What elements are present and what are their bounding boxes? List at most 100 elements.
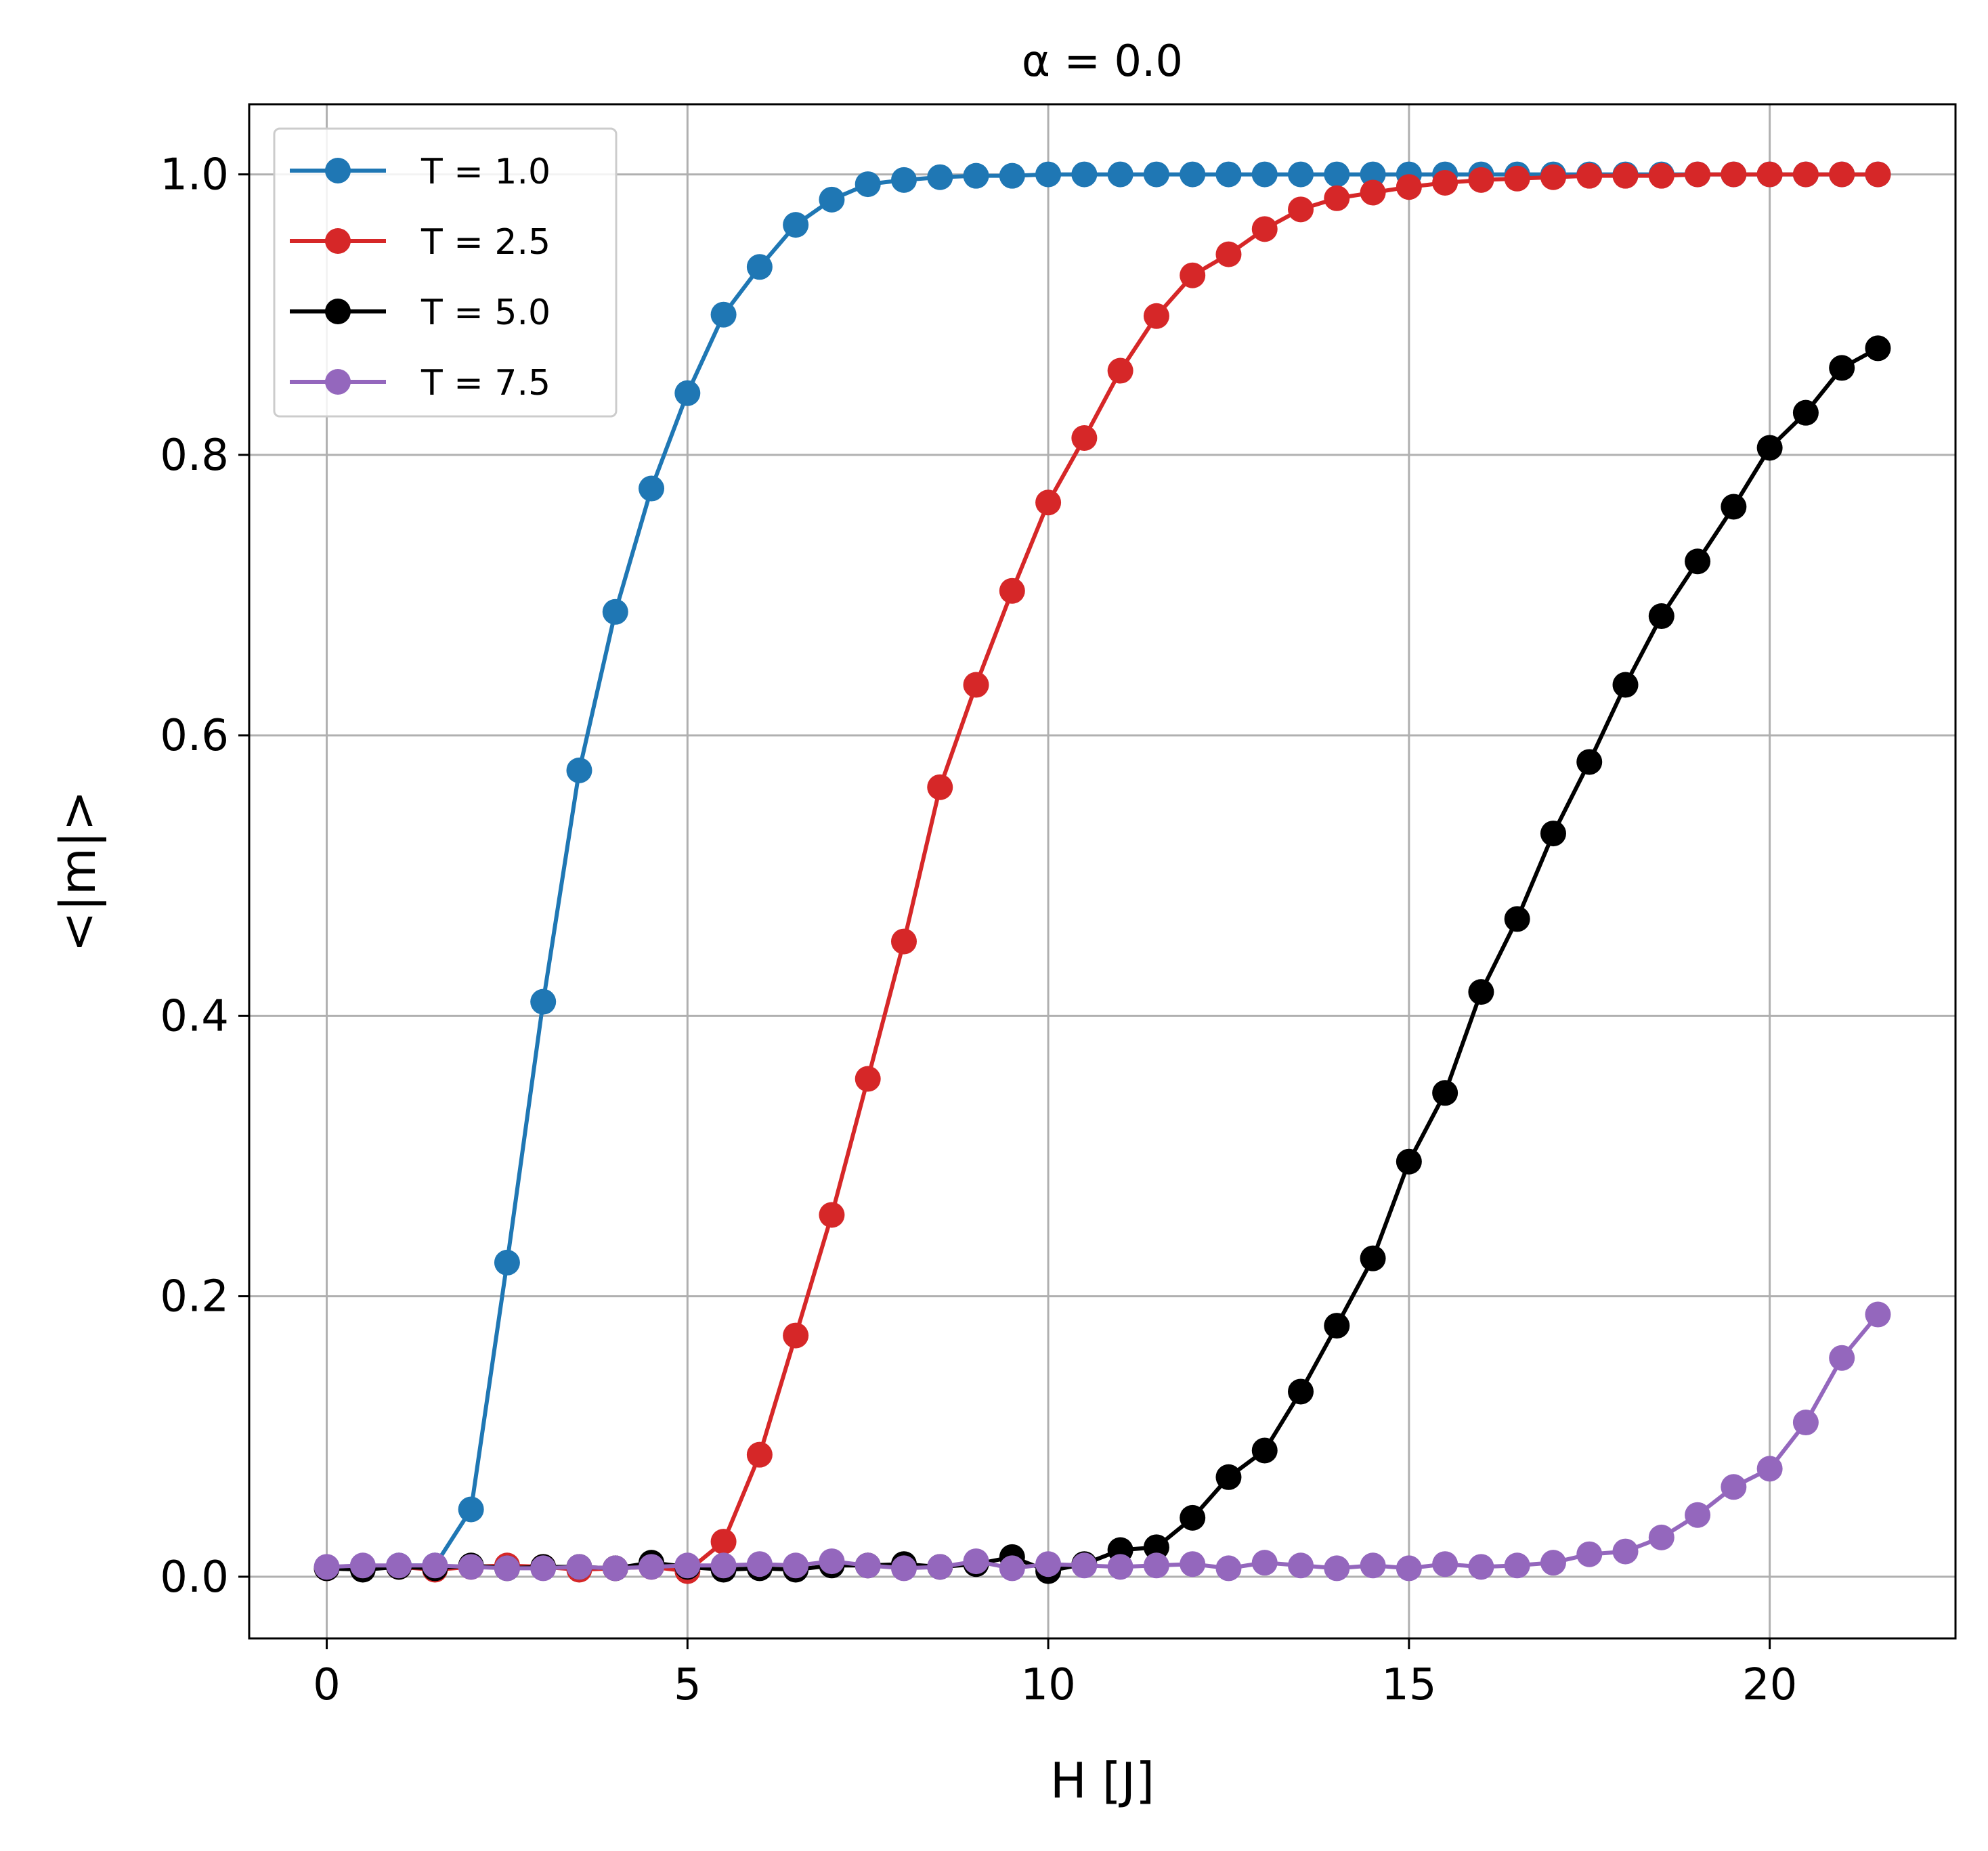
data-point xyxy=(746,1441,773,1468)
data-point xyxy=(1432,1080,1458,1106)
data-point xyxy=(1576,749,1603,775)
data-point xyxy=(855,1552,881,1579)
x-tick-label: 15 xyxy=(1381,1660,1436,1710)
data-point xyxy=(1180,161,1206,188)
data-point xyxy=(1468,979,1494,1005)
data-point xyxy=(1792,161,1819,188)
data-point xyxy=(1324,185,1350,211)
y-tick-label: 0.0 xyxy=(160,1552,229,1603)
data-point xyxy=(1504,906,1530,932)
legend-marker xyxy=(325,158,351,183)
data-point xyxy=(494,1555,520,1582)
data-point xyxy=(1071,424,1098,451)
data-point xyxy=(890,1555,917,1582)
data-point xyxy=(1035,1551,1062,1577)
data-point xyxy=(1756,161,1783,188)
data-point xyxy=(639,1554,665,1580)
data-point xyxy=(1468,167,1494,193)
data-point xyxy=(1829,161,1855,188)
data-point xyxy=(1360,179,1386,206)
data-point xyxy=(1107,161,1133,188)
data-point xyxy=(855,171,881,198)
data-point xyxy=(1180,1551,1206,1577)
data-point xyxy=(855,1066,881,1092)
data-point xyxy=(1865,1301,1891,1328)
data-point xyxy=(314,1554,340,1580)
data-point xyxy=(1576,1541,1603,1567)
data-point xyxy=(783,1322,809,1349)
data-point xyxy=(710,301,737,328)
legend-marker xyxy=(325,369,351,395)
data-point xyxy=(1396,1555,1422,1582)
x-tick-label: 0 xyxy=(313,1660,341,1710)
data-point xyxy=(710,1552,737,1579)
legend-label: T = 1.0 xyxy=(420,152,550,192)
legend-label: T = 2.5 xyxy=(420,222,550,263)
x-tick-label: 20 xyxy=(1742,1660,1797,1710)
x-axis-label: H [J] xyxy=(1050,1752,1154,1809)
data-point xyxy=(1107,1554,1133,1580)
data-point xyxy=(1396,174,1422,200)
legend-marker xyxy=(325,299,351,324)
data-point xyxy=(602,598,628,625)
data-point xyxy=(1829,355,1855,381)
data-point xyxy=(1251,161,1278,188)
data-point xyxy=(783,212,809,238)
data-point xyxy=(710,1529,737,1555)
y-tick-label: 0.2 xyxy=(160,1272,229,1322)
legend-item: T = 5.0 xyxy=(290,292,550,333)
data-point xyxy=(530,988,557,1015)
data-point xyxy=(1504,165,1530,192)
data-point xyxy=(1396,1148,1422,1175)
data-point xyxy=(1215,241,1242,267)
data-point xyxy=(1288,1552,1314,1579)
data-point xyxy=(1251,216,1278,242)
data-point xyxy=(1360,1245,1386,1271)
data-point xyxy=(422,1552,448,1579)
data-point xyxy=(1324,1555,1350,1582)
data-point xyxy=(1143,303,1169,329)
legend-item: T = 2.5 xyxy=(290,222,550,263)
data-point xyxy=(1792,399,1819,426)
data-point xyxy=(1288,196,1314,223)
data-point xyxy=(746,254,773,280)
data-point xyxy=(746,1551,773,1577)
data-point xyxy=(927,1554,953,1580)
data-point xyxy=(1432,169,1458,196)
data-point xyxy=(639,475,665,502)
data-point xyxy=(1540,164,1566,190)
data-point xyxy=(494,1249,520,1276)
legend-box xyxy=(273,127,618,418)
data-point xyxy=(999,578,1025,604)
data-point xyxy=(1324,1313,1350,1339)
data-point xyxy=(1685,161,1711,188)
data-point xyxy=(1721,1474,1747,1500)
data-point xyxy=(819,186,845,213)
data-point xyxy=(890,928,917,955)
series-3 xyxy=(314,1301,1891,1582)
plot-frame xyxy=(248,103,1957,1640)
data-point xyxy=(458,1554,484,1580)
legend-marker xyxy=(325,228,351,254)
data-point xyxy=(458,1496,484,1523)
data-point xyxy=(1215,1555,1242,1582)
data-point xyxy=(1829,1345,1855,1371)
data-point xyxy=(1685,1502,1711,1528)
data-point xyxy=(963,162,989,189)
data-point xyxy=(819,1548,845,1575)
data-point xyxy=(1324,161,1350,188)
data-point xyxy=(1035,489,1062,516)
legend-label: T = 5.0 xyxy=(420,292,550,333)
data-point xyxy=(1215,161,1242,188)
x-tick-label: 10 xyxy=(1020,1660,1075,1710)
data-point xyxy=(386,1552,412,1579)
legend-item: T = 1.0 xyxy=(290,152,550,192)
data-point xyxy=(1251,1550,1278,1576)
data-point xyxy=(1360,161,1386,188)
data-point xyxy=(1035,161,1062,188)
data-point xyxy=(1504,1552,1530,1579)
data-point xyxy=(1107,357,1133,384)
data-point xyxy=(1612,162,1639,189)
data-point xyxy=(999,1555,1025,1582)
data-point xyxy=(349,1552,376,1579)
